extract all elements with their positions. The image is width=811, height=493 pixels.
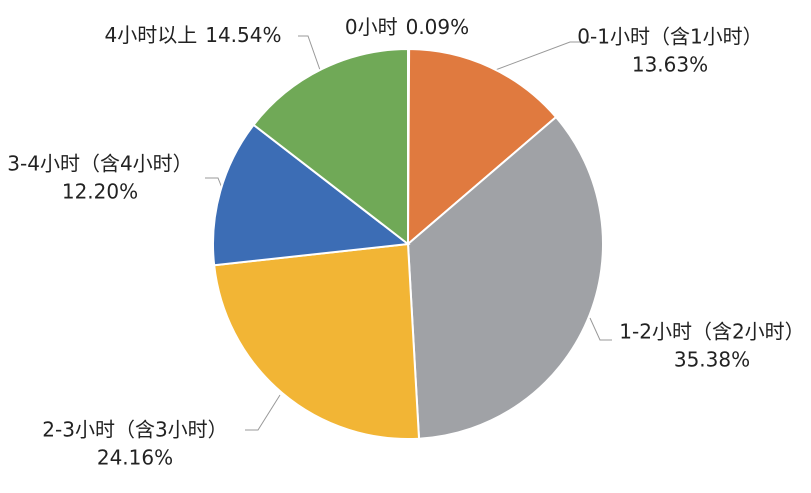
pie-slice bbox=[212, 123, 411, 267]
leader-line bbox=[205, 177, 223, 189]
category-label: 3-4小时（含4小时） bbox=[7, 152, 192, 176]
value-label: 13.63% bbox=[632, 53, 708, 77]
value-label: 24.16% bbox=[97, 446, 173, 470]
slice-label: 4小时以上 14.54% bbox=[105, 23, 282, 47]
leader-line bbox=[245, 394, 281, 431]
leader-line bbox=[298, 35, 321, 71]
category-label: 4小时以上 bbox=[105, 23, 198, 47]
category-label: 0小时 bbox=[345, 15, 398, 39]
pie-slice bbox=[252, 47, 409, 247]
pie-slice bbox=[213, 242, 421, 440]
leader-line bbox=[489, 41, 590, 73]
value-label: 0.09% bbox=[406, 15, 470, 39]
slice-label: 0小时 0.09% bbox=[345, 15, 469, 39]
leader-line bbox=[589, 317, 612, 341]
category-label: 0-1小时（含1小时） bbox=[577, 25, 762, 49]
category-label: 2-3小时（含3小时） bbox=[42, 418, 227, 442]
pie-slice bbox=[406, 115, 604, 440]
category-label: 1-2小时（含2小时） bbox=[619, 320, 804, 344]
value-label: 14.54% bbox=[205, 23, 281, 47]
value-label: 35.38% bbox=[674, 348, 750, 372]
pie-slice bbox=[406, 47, 558, 247]
value-label: 12.20% bbox=[62, 180, 138, 204]
